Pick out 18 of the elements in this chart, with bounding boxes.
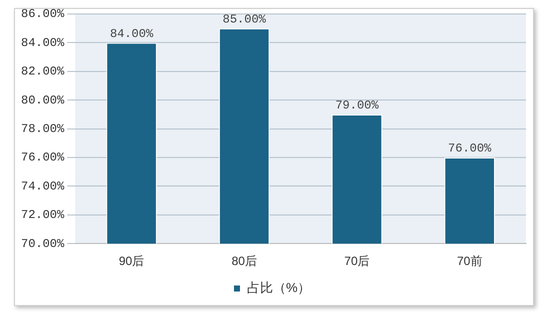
data-label: 79.00% [335,98,380,113]
y-tick-label: 82.00% [20,64,65,79]
y-tick-label: 78.00% [20,122,65,136]
y-tick-label: 84.00% [20,36,65,50]
y-tick-label: 72.00% [20,208,65,222]
x-tick-label: 70后 [344,254,370,268]
data-label: 76.00% [448,142,492,156]
data-label: 85.00% [222,12,267,27]
data-label: 84.00% [110,26,154,41]
y-tick-label: 74.00% [20,179,65,194]
x-tick-label: 80后 [232,254,257,268]
y-tick-label: 76.00% [20,150,65,165]
y-tick-label: 86.00% [20,7,65,22]
y-tick-label: 80.00% [20,93,65,108]
x-tick-label: 90后 [118,254,144,268]
legend-label: 占比（%） [246,280,311,296]
x-tick-label: 70前 [456,254,482,268]
y-tick-label: 70.00% [20,236,65,251]
